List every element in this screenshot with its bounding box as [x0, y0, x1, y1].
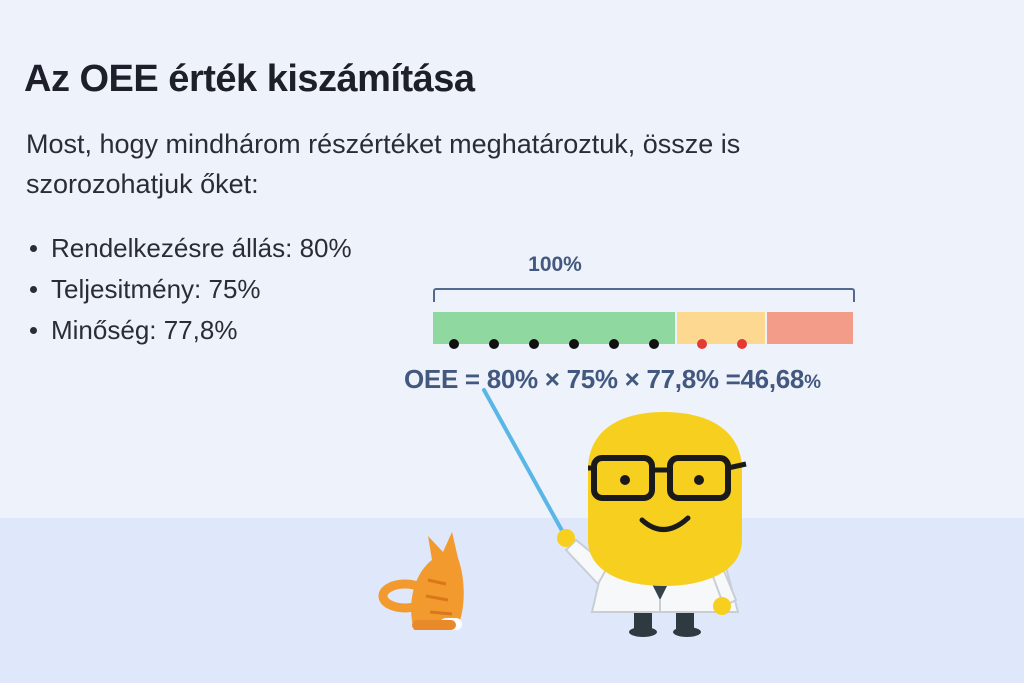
bullet-icon	[30, 285, 37, 293]
mascot-scientist-icon	[557, 412, 747, 637]
bar-segment-green	[433, 312, 675, 344]
bar-dot-red	[737, 339, 747, 349]
floor	[0, 518, 1024, 683]
bar-total-label: 100%	[528, 253, 582, 276]
intro-text: Most, hogy mindhárom részértéket meghatá…	[26, 129, 741, 199]
bar-dot-black	[529, 339, 539, 349]
bracket-icon	[433, 288, 855, 302]
factor-list: Rendelkezésre állás: 80% Teljesitmény: 7…	[24, 230, 352, 353]
bullet-icon	[30, 244, 37, 252]
bar-dot-black	[449, 339, 459, 349]
bar-dot-black	[489, 339, 499, 349]
bar-dot-red	[697, 339, 707, 349]
bar-dot-black	[649, 339, 659, 349]
cat-icon	[378, 532, 464, 630]
bar-dot-black	[609, 339, 619, 349]
factor-availability: Rendelkezésre állás: 80%	[24, 230, 352, 271]
oee-bar: 100%	[431, 248, 855, 358]
factor-performance: Teljesitmény: 75%	[24, 271, 352, 312]
slide-title: Az OEE érték kiszámítása	[24, 58, 475, 100]
factor-quality: Minőség: 77,8%	[24, 312, 352, 353]
bar-dot-black	[569, 339, 579, 349]
pointer-stick-icon	[482, 388, 572, 547]
bar-segment-red	[767, 312, 853, 344]
bar-segment-yellow	[677, 312, 765, 344]
bullet-icon	[30, 326, 37, 334]
oee-formula: OEE = 80% × 75% × 77,8% =46,68%	[404, 364, 821, 394]
